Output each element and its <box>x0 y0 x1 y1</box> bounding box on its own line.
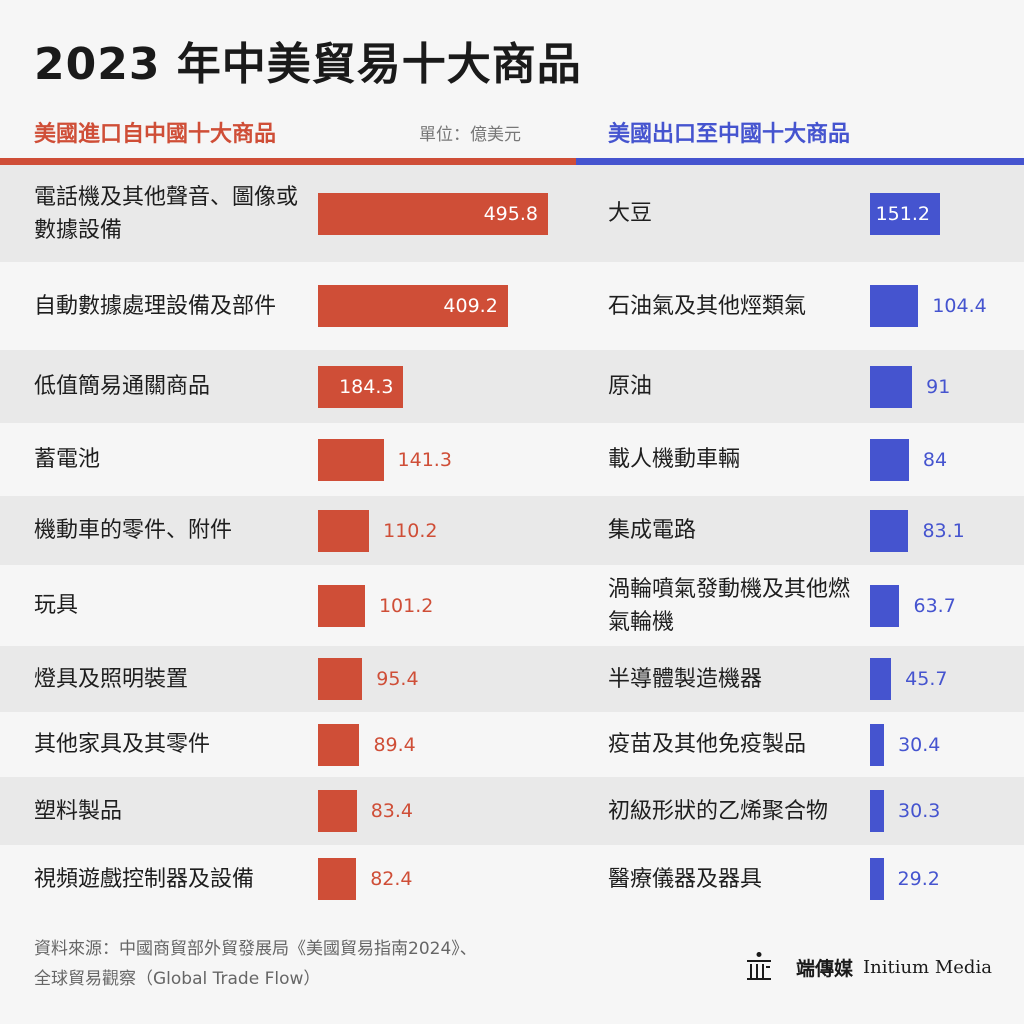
brand-mark: 端傳媒 Initium Media <box>744 952 992 982</box>
imports-rule <box>0 158 576 165</box>
unit-label: 單位：億美元 <box>419 125 521 145</box>
chart-row: 玩具 101.2 渦輪噴氣發動機及其他燃氣輪機 63.7 <box>0 565 1024 646</box>
import-value-label: 89.4 <box>373 733 416 756</box>
chart-row: 電話機及其他聲音、圖像或數據設備 495.8 大豆 151.2 <box>0 165 1024 262</box>
import-bar <box>318 285 508 327</box>
export-bar <box>870 285 919 327</box>
exports-heading: 美國出口至中國十大商品 <box>608 122 851 147</box>
import-value-label: 495.8 <box>483 202 538 225</box>
export-category-label: 大豆 <box>608 201 653 226</box>
import-category-label: 電話機及其他聲音、圖像或數據設備 <box>34 184 299 243</box>
import-bar <box>318 584 365 627</box>
import-category-label: 燈具及照明裝置 <box>34 666 189 692</box>
import-value-label: 95.4 <box>376 668 419 690</box>
export-bar <box>870 509 909 552</box>
source-line-1: 資料來源：中國商貿部外貿發展局《美國貿易指南2024》、 <box>34 939 477 959</box>
chart-row: 機動車的零件、附件 110.2 集成電路 83.1 <box>0 496 1024 565</box>
export-bar <box>870 790 885 832</box>
export-value-label: 30.4 <box>898 733 941 756</box>
export-value-label: 84 <box>922 448 948 471</box>
chart-row: 低值簡易通關商品 184.3 原油 91 <box>0 350 1024 423</box>
import-bar <box>318 858 357 900</box>
import-value-label: 83.4 <box>370 800 413 822</box>
source-line-2: 全球貿易觀察（Global Trade Flow） <box>34 969 321 989</box>
import-value-label: 82.4 <box>370 868 413 890</box>
export-category-label: 集成電路 <box>608 518 697 543</box>
import-category-label: 蓄電池 <box>34 447 101 472</box>
brand-name-zh: 端傳媒 <box>796 957 854 980</box>
import-category-label: 低值簡易通關商品 <box>34 374 211 399</box>
export-value-label: 63.7 <box>913 594 956 617</box>
brand-logo-icon <box>744 952 774 982</box>
chart-row: 塑料製品 83.4 初級形狀的乙烯聚合物 30.3 <box>0 777 1024 845</box>
export-bar <box>870 858 884 900</box>
import-category-label: 塑料製品 <box>34 798 123 824</box>
export-bar <box>870 192 940 235</box>
export-bar <box>870 584 900 627</box>
import-value-label: 110.2 <box>383 519 438 542</box>
chart-row: 燈具及照明裝置 95.4 半導體製造機器 45.7 <box>0 646 1024 712</box>
import-bar <box>318 192 548 235</box>
export-value-label: 29.2 <box>897 868 940 890</box>
page-title: 2023 年中美貿易十大商品 <box>34 39 582 90</box>
export-category-label: 初級形狀的乙烯聚合物 <box>608 798 829 824</box>
chart-row: 其他家具及其零件 89.4 疫苗及其他免疫製品 30.4 <box>0 712 1024 777</box>
export-value-label: 104.4 <box>932 295 987 317</box>
export-value-label: 30.3 <box>898 800 941 822</box>
import-bar <box>318 509 370 552</box>
import-bar <box>318 658 363 700</box>
source-note: 資料來源：中國商貿部外貿發展局《美國貿易指南2024》、 全球貿易觀察（Glob… <box>34 934 477 994</box>
chart-row: 視頻遊戲控制器及設備 82.4 醫療儀器及器具 29.2 <box>0 845 1024 913</box>
import-value-label: 101.2 <box>378 594 434 617</box>
export-value-label: 83.1 <box>922 519 965 542</box>
export-bar <box>870 438 909 481</box>
export-category-label: 載人機動車輛 <box>608 447 741 472</box>
import-value-label: 141.3 <box>397 448 452 471</box>
chart-row: 自動數據處理設備及部件 409.2 石油氣及其他烴類氣 104.4 <box>0 262 1024 350</box>
export-bar <box>870 365 913 408</box>
export-category-label: 醫療儀器及器具 <box>608 866 763 892</box>
export-category-label: 半導體製造機器 <box>608 666 763 692</box>
import-category-label: 視頻遊戲控制器及設備 <box>34 866 255 892</box>
export-category-label: 石油氣及其他烴類氣 <box>608 293 807 319</box>
import-bar <box>318 723 360 766</box>
export-value-label: 151.2 <box>875 202 930 225</box>
import-value-label: 409.2 <box>443 295 498 317</box>
export-category-label: 渦輪噴氣發動機及其他燃氣輪機 <box>608 576 851 635</box>
import-category-label: 機動車的零件、附件 <box>34 518 233 543</box>
imports-heading: 美國進口自中國十大商品 <box>34 122 277 147</box>
export-bar <box>870 658 892 700</box>
import-category-label: 其他家具及其零件 <box>34 732 211 757</box>
export-value-label: 45.7 <box>905 668 948 690</box>
chart-row: 蓄電池 141.3 載人機動車輛 84 <box>0 423 1024 496</box>
export-category-label: 疫苗及其他免疫製品 <box>608 732 807 757</box>
exports-rule <box>576 158 1024 165</box>
export-category-label: 原油 <box>608 374 653 399</box>
export-value-label: 91 <box>926 375 951 398</box>
import-category-label: 自動數據處理設備及部件 <box>34 293 277 319</box>
export-bar <box>870 723 885 766</box>
import-category-label: 玩具 <box>34 593 79 618</box>
import-bar <box>318 365 404 408</box>
brand-name-en: Initium Media <box>863 956 992 978</box>
import-value-label: 184.3 <box>339 375 394 398</box>
import-bar <box>318 790 357 832</box>
import-bar <box>318 438 384 481</box>
